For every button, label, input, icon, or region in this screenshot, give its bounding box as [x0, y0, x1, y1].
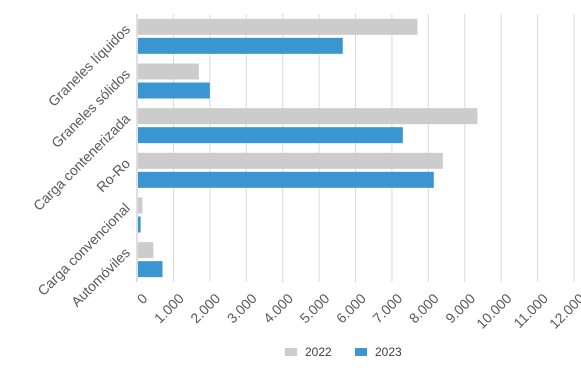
- category-label: Graneles sólidos: [48, 66, 133, 151]
- legend-swatch-2023: [355, 348, 367, 356]
- x-axis-tick-labels: 0 1.000 2.000 3.000 4.000 5.000 6.000 7.000 8.00…: [134, 290, 581, 332]
- x-tick-label: 4.000: [260, 290, 296, 326]
- legend-swatch-2022: [285, 348, 297, 356]
- x-tick-label: 6.000: [333, 290, 369, 326]
- x-tick-label: 0: [134, 290, 151, 307]
- bar-2022-0: [138, 18, 418, 35]
- grid-lines: [136, 14, 575, 282]
- x-tick-label: 10.000: [473, 290, 515, 332]
- bar-2022-3: [138, 152, 443, 169]
- bar-2023-4: [138, 216, 141, 233]
- legend-label-2023: 2023: [375, 345, 402, 359]
- x-tick-label: 7.000: [369, 290, 405, 326]
- bar-2022-4: [138, 197, 143, 214]
- legend-label-2022: 2022: [305, 345, 332, 359]
- bar-2022-2: [138, 108, 478, 125]
- bars: [138, 18, 478, 278]
- category-label: Graneles líquidos: [45, 21, 133, 109]
- bar-2023-2: [138, 127, 403, 144]
- legend: 2022 2023: [285, 345, 402, 359]
- bar-2023-5: [138, 261, 163, 278]
- x-tick-label: 2.000: [187, 290, 223, 326]
- bar-2023-1: [138, 82, 210, 99]
- x-tick-label: 3.000: [224, 290, 260, 326]
- bar-2023-3: [138, 171, 434, 188]
- bar-2023-0: [138, 37, 343, 54]
- x-tick-label: 11.000: [510, 290, 551, 331]
- x-tick-label: 5.000: [296, 290, 332, 326]
- bar-2022-1: [138, 63, 199, 80]
- x-tick-label: 1.000: [151, 290, 187, 326]
- x-tick-label: 12.000: [546, 290, 581, 332]
- category-label: Ro-Ro: [93, 155, 133, 195]
- x-tick-label: 8.000: [406, 290, 442, 326]
- bar-2022-5: [138, 242, 154, 259]
